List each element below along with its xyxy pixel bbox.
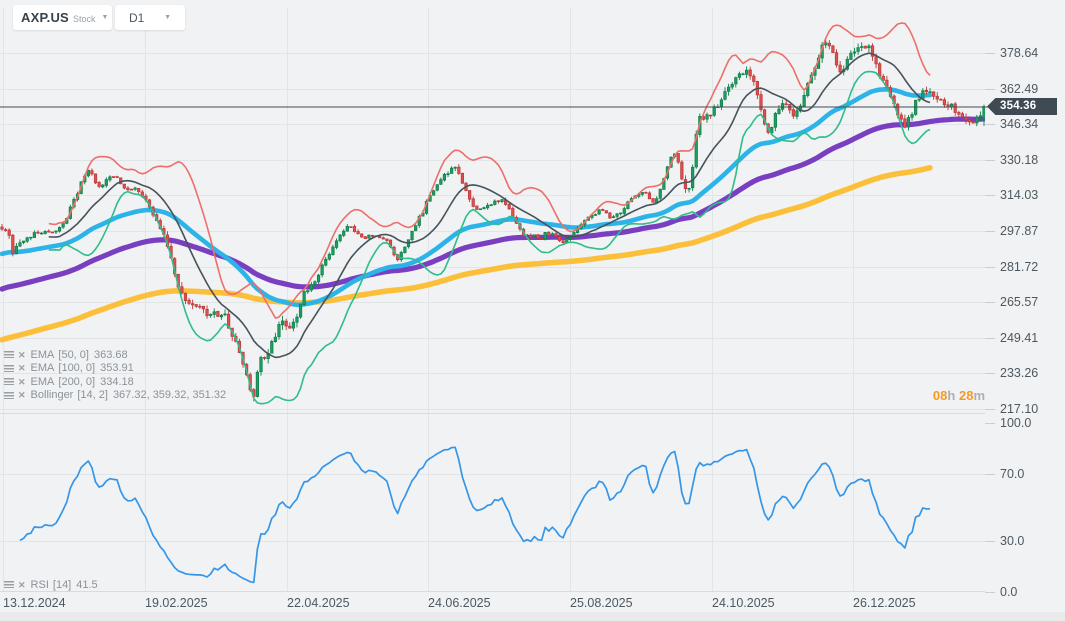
price-axis-label: 314.03: [1000, 188, 1039, 203]
rsi-axis-label: 30.0: [1000, 534, 1025, 549]
indicator-settings-icon[interactable]: [4, 351, 14, 359]
timeframe-value: D1: [129, 10, 145, 25]
legend-row-bollinger: ✕ Bollinger [14, 2] 367.32, 359.32, 351.32: [4, 389, 226, 403]
bollinger-middle-line: [48, 52, 931, 359]
price-axis-label: 378.64: [1000, 46, 1039, 60]
bollinger-upper-line: [48, 22, 931, 319]
price-axis-label: 346.34: [1000, 117, 1039, 132]
indicator-name: EMA: [30, 362, 55, 375]
symbol-name: AXP.US: [21, 10, 69, 25]
countdown-hours: 08: [932, 388, 948, 403]
bollinger-lower-line: [48, 70, 931, 405]
price-axis-label: 217.10: [1000, 402, 1039, 416]
indicator-name: Bollinger: [30, 389, 74, 402]
rsi-line: [19, 446, 931, 584]
ema200-line: [0, 165, 933, 343]
rsi-axis-label: 100.0: [1000, 416, 1032, 430]
date-label: 24.10.2025: [712, 596, 775, 610]
main-pane: [0, 22, 985, 405]
price-axis-label: 249.41: [1000, 330, 1039, 345]
symbol-selector[interactable]: AXP.US Stock ▼: [13, 5, 112, 30]
price-axis-label: 297.87: [1000, 224, 1039, 238]
countdown-minutes: 28: [958, 388, 974, 403]
indicator-params: [14]: [52, 578, 72, 591]
indicator-name: EMA: [30, 375, 55, 388]
date-label: 22.04.2025: [287, 596, 350, 610]
legend-row-ema100: ✕ EMA [100, 0] 353.91: [4, 362, 226, 376]
indicator-legend: ✕ EMA [50, 0] 363.68 ✕ EMA [100, 0] 353.91 ✕…: [4, 348, 226, 402]
bar-countdown: 08h 28m: [932, 388, 985, 403]
indicator-params: [100, 0]: [58, 362, 96, 375]
indicator-remove-icon[interactable]: ✕: [18, 349, 26, 360]
instrument-type: Stock: [72, 14, 96, 24]
indicator-remove-icon[interactable]: ✕: [18, 390, 26, 401]
price-axis-label: 281.72: [1000, 259, 1039, 274]
date-label: 24.06.2025: [428, 596, 491, 610]
date-label: 26.12.2025: [853, 596, 916, 610]
rsi-axis-label: 0.0: [1000, 585, 1018, 599]
axis-ticks: [985, 53, 995, 593]
legend-row-ema200: ✕ EMA [200, 0] 334.18: [4, 375, 226, 389]
last-price-badge: 354.36: [987, 98, 1057, 115]
indicator-value: 353.91: [100, 362, 134, 375]
price-axis-label: 265.57: [1000, 295, 1039, 310]
timeframe-selector[interactable]: D1 ▼: [115, 5, 185, 30]
date-label: 25.08.2025: [570, 596, 633, 610]
chevron-down-icon: ▼: [164, 14, 171, 21]
indicator-remove-icon[interactable]: ✕: [18, 579, 26, 590]
indicator-name: RSI: [30, 578, 49, 591]
legend-row-rsi: ✕ RSI [14] 41.5: [4, 578, 98, 592]
indicator-remove-icon[interactable]: ✕: [18, 363, 26, 374]
indicator-params: [50, 0]: [58, 348, 89, 361]
indicator-remove-icon[interactable]: ✕: [18, 376, 26, 387]
indicator-value: 367.32, 359.32, 351.32: [112, 389, 227, 402]
date-label: 13.12.2024: [3, 596, 66, 610]
indicator-settings-icon[interactable]: [4, 391, 14, 399]
price-axis-label: 233.26: [1000, 366, 1039, 381]
indicator-settings-icon[interactable]: [4, 364, 14, 372]
indicator-name: EMA: [30, 348, 55, 361]
bottom-strip: [0, 612, 1065, 621]
indicator-settings-icon[interactable]: [4, 581, 14, 589]
indicator-settings-icon[interactable]: [4, 378, 14, 386]
rsi-pane: [19, 446, 931, 584]
indicator-params: [200, 0]: [58, 375, 96, 388]
chevron-down-icon: ▼: [101, 14, 109, 21]
indicator-value: 363.68: [93, 348, 128, 361]
indicator-value: 334.18: [100, 375, 134, 388]
legend-row-ema50: ✕ EMA [50, 0] 363.68: [4, 348, 226, 362]
rsi-legend: ✕ RSI [14] 41.5: [4, 578, 98, 592]
price-axis-label: 362.49: [1000, 81, 1039, 96]
indicator-params: [14, 2]: [77, 389, 108, 402]
rsi-axis-label: 70.0: [1000, 466, 1025, 481]
date-label: 19.02.2025: [145, 596, 208, 610]
indicator-value: 41.5: [76, 578, 98, 591]
ema50-line: [0, 87, 933, 308]
price-axis-label: 330.18: [1000, 152, 1039, 167]
